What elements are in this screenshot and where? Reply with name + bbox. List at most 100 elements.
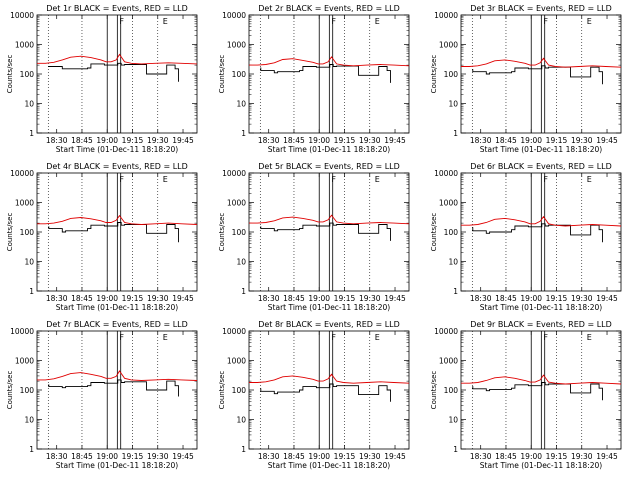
- x-tick-label: 19:15: [122, 294, 144, 303]
- y-tick-label: 10000: [434, 169, 458, 178]
- x-tick-label: 19:15: [334, 452, 356, 461]
- series-line-lld: [37, 214, 198, 225]
- x-tick-label: 19:00: [308, 136, 330, 145]
- series-line-events: [260, 64, 391, 83]
- x-tick-label: 19:45: [172, 294, 194, 303]
- chart-title: Det 7r BLACK = Events, RED = LLD: [46, 320, 188, 329]
- series-line-lld: [249, 214, 410, 225]
- chart-panel-5: Det 5r BLACK = Events, RED = LLD 1 10 100 10…: [218, 162, 410, 312]
- x-axis-label: Start Time (01-Dec-11 18:18:20): [56, 303, 178, 312]
- chart-panel-3: Det 3r BLACK = Events, RED = LLD 1 10 100 10…: [430, 4, 622, 154]
- y-tick-label: 1000: [439, 41, 458, 50]
- y-tick-label: 10000: [222, 11, 246, 20]
- x-tick-label: 19:45: [596, 136, 618, 145]
- x-tick-label: 18:45: [71, 294, 93, 303]
- x-axis-label: Start Time (01-Dec-11 18:18:20): [268, 461, 390, 470]
- chart-panel-1: Det 1r BLACK = Events, RED = LLD 1 10 100 10…: [6, 4, 198, 154]
- series-line-lld: [37, 53, 198, 65]
- y-tick-label: 10000: [434, 11, 458, 20]
- y-tick-label: 100: [444, 386, 459, 395]
- y-tick-label: 10000: [10, 327, 34, 336]
- y-tick-label: 1: [29, 445, 34, 454]
- x-tick-label: 18:45: [283, 136, 305, 145]
- chart-panel-2: Det 2r BLACK = Events, RED = LLD 1 10 100 10…: [218, 4, 410, 154]
- y-tick-label: 10000: [222, 327, 246, 336]
- series-line-events: [48, 62, 179, 82]
- event-marker-label: E: [587, 333, 592, 342]
- series-line-events: [48, 379, 179, 397]
- event-marker-label: F: [331, 175, 336, 184]
- chart-title: Det 2r BLACK = Events, RED = LLD: [258, 4, 400, 13]
- chart-panel-4: Det 4r BLACK = Events, RED = LLD 1 10 100 10…: [6, 162, 198, 312]
- chart-title: Det 4r BLACK = Events, RED = LLD: [46, 162, 188, 171]
- y-tick-label: 1: [453, 287, 458, 296]
- x-tick-label: 19:00: [96, 452, 118, 461]
- x-tick-label: 19:15: [334, 136, 356, 145]
- x-tick-label: 18:30: [470, 294, 492, 303]
- event-marker-label: E: [587, 17, 592, 26]
- chart-title: Det 3r BLACK = Events, RED = LLD: [470, 4, 612, 13]
- y-tick-label: 10: [236, 258, 246, 267]
- x-tick-label: 19:30: [147, 452, 169, 461]
- y-axis-label: Counts/sec: [6, 55, 14, 94]
- y-tick-label: 10000: [10, 169, 34, 178]
- chart-panel-8: Det 8r BLACK = Events, RED = LLD 1 10 100 10…: [218, 320, 410, 470]
- y-tick-label: 1000: [227, 199, 246, 208]
- series-line-events: [260, 222, 391, 241]
- x-tick-label: 19:30: [359, 452, 381, 461]
- y-tick-label: 1: [453, 445, 458, 454]
- event-marker-label: F: [119, 175, 124, 184]
- y-tick-label: 1000: [227, 357, 246, 366]
- chart-title: Det 5r BLACK = Events, RED = LLD: [258, 162, 400, 171]
- x-tick-label: 19:00: [520, 452, 542, 461]
- x-tick-label: 19:15: [122, 136, 144, 145]
- y-axis-label: Counts/sec: [430, 213, 438, 252]
- series-line-events: [472, 65, 603, 85]
- y-tick-label: 100: [232, 228, 247, 237]
- y-axis-label: Counts/sec: [218, 371, 226, 410]
- y-axis-label: Counts/sec: [430, 55, 438, 94]
- y-tick-label: 1000: [15, 199, 34, 208]
- event-marker-label: E: [163, 333, 168, 342]
- x-axis-label: Start Time (01-Dec-11 18:18:20): [268, 145, 390, 154]
- x-tick-label: 19:30: [359, 294, 381, 303]
- event-marker-label: E: [163, 17, 168, 26]
- y-tick-label: 10: [448, 258, 458, 267]
- event-marker-label: E: [375, 175, 380, 184]
- x-tick-label: 19:00: [520, 294, 542, 303]
- event-marker-label: F: [331, 17, 336, 26]
- event-marker-label: E: [163, 175, 168, 184]
- y-tick-label: 10000: [434, 327, 458, 336]
- x-tick-label: 18:45: [71, 136, 93, 145]
- x-tick-label: 19:45: [384, 294, 406, 303]
- x-tick-label: 19:15: [122, 452, 144, 461]
- y-axis-label: Counts/sec: [218, 55, 226, 94]
- series-line-lld: [461, 215, 622, 227]
- y-axis-label: Counts/sec: [6, 371, 14, 410]
- x-tick-label: 18:30: [470, 136, 492, 145]
- y-tick-label: 1000: [15, 41, 34, 50]
- x-tick-label: 18:45: [71, 452, 93, 461]
- y-tick-label: 1000: [439, 199, 458, 208]
- x-tick-label: 19:00: [308, 294, 330, 303]
- x-tick-label: 19:15: [546, 452, 568, 461]
- x-tick-label: 19:30: [571, 452, 593, 461]
- x-tick-label: 18:45: [283, 294, 305, 303]
- y-tick-label: 1: [29, 129, 34, 138]
- y-tick-label: 1000: [15, 357, 34, 366]
- series-line-lld: [461, 374, 622, 385]
- x-tick-label: 19:15: [546, 136, 568, 145]
- x-tick-label: 19:30: [147, 294, 169, 303]
- y-tick-label: 10000: [222, 169, 246, 178]
- x-axis-label: Start Time (01-Dec-11 18:18:20): [480, 461, 602, 470]
- x-tick-label: 19:45: [384, 136, 406, 145]
- x-tick-label: 18:45: [283, 452, 305, 461]
- y-tick-label: 1: [241, 129, 246, 138]
- series-line-events: [472, 223, 603, 243]
- event-marker-label: F: [543, 333, 548, 342]
- x-tick-label: 18:30: [470, 452, 492, 461]
- event-marker-label: F: [331, 333, 336, 342]
- chart-panel-7: Det 7r BLACK = Events, RED = LLD 1 10 100 10…: [6, 320, 198, 470]
- x-tick-label: 18:30: [46, 136, 68, 145]
- x-axis-label: Start Time (01-Dec-11 18:18:20): [56, 145, 178, 154]
